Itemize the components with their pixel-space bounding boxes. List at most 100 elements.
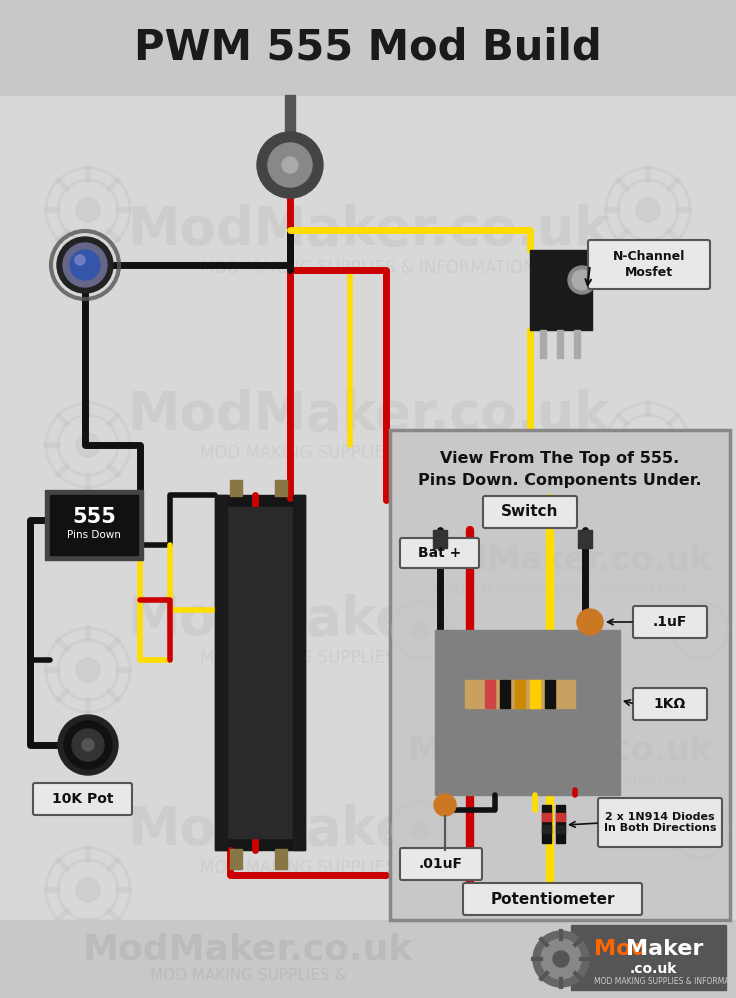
Circle shape [76, 878, 100, 902]
FancyBboxPatch shape [33, 783, 132, 815]
FancyBboxPatch shape [400, 848, 482, 880]
Circle shape [572, 270, 592, 290]
Bar [557, 330, 563, 358]
Text: Maker: Maker [626, 939, 704, 959]
Circle shape [76, 658, 100, 682]
FancyBboxPatch shape [483, 496, 577, 528]
Bar [230, 849, 242, 869]
Circle shape [577, 609, 603, 635]
Circle shape [70, 250, 100, 280]
Bar [275, 849, 287, 869]
Text: MOD MAKING SUPPLIES &: MOD MAKING SUPPLIES & [149, 968, 347, 983]
Circle shape [692, 622, 708, 638]
Circle shape [282, 157, 298, 173]
Text: .1uF: .1uF [653, 615, 687, 629]
Bar [571, 925, 726, 990]
Text: MOD MAKING SUPPLIES & INFORMATION: MOD MAKING SUPPLIES & INFORMATION [594, 976, 736, 985]
Bar [500, 680, 510, 708]
Bar [530, 680, 540, 708]
Bar [0, 920, 736, 998]
Bar [275, 480, 287, 496]
Circle shape [75, 255, 85, 265]
Circle shape [64, 721, 112, 769]
Bar [0, 0, 736, 95]
Text: 10K Pot: 10K Pot [52, 792, 113, 806]
Circle shape [268, 143, 312, 187]
Circle shape [82, 739, 94, 751]
Bar [285, 95, 295, 132]
FancyBboxPatch shape [633, 606, 707, 638]
Text: ModMaker.co.uk: ModMaker.co.uk [127, 389, 609, 441]
Bar [574, 330, 580, 358]
Bar [227, 507, 293, 838]
FancyBboxPatch shape [588, 240, 710, 289]
FancyBboxPatch shape [400, 538, 479, 568]
Circle shape [412, 822, 428, 838]
FancyBboxPatch shape [633, 688, 707, 720]
Text: MOD MAKING SUPPLIES & INFORMATION: MOD MAKING SUPPLIES & INFORMATION [200, 649, 536, 667]
Circle shape [63, 243, 107, 287]
Circle shape [76, 198, 100, 222]
Circle shape [76, 433, 100, 457]
Text: View From The Top of 555.: View From The Top of 555. [440, 450, 679, 465]
Text: ModMaker.co.uk: ModMaker.co.uk [408, 544, 712, 577]
Text: ModMaker.co.uk: ModMaker.co.uk [127, 204, 609, 256]
Circle shape [636, 658, 660, 682]
Text: Switch: Switch [501, 505, 559, 520]
Bar [556, 805, 565, 843]
Text: Mod: Mod [594, 939, 648, 959]
Circle shape [636, 433, 660, 457]
Text: .01uF: .01uF [419, 857, 463, 871]
Bar [515, 680, 525, 708]
Bar [556, 825, 565, 833]
Circle shape [692, 822, 708, 838]
Text: 1KΩ: 1KΩ [654, 697, 686, 711]
Circle shape [412, 622, 428, 638]
Bar [530, 250, 592, 330]
Circle shape [533, 931, 589, 987]
Bar [435, 630, 620, 795]
Bar [215, 495, 227, 850]
Text: .co.uk: .co.uk [630, 962, 677, 976]
Text: MOD MAKING SUPPLIES & INFORMATION: MOD MAKING SUPPLIES & INFORMATION [200, 444, 536, 462]
Circle shape [57, 237, 113, 293]
Bar [542, 805, 551, 843]
Text: ModMaker.co.uk: ModMaker.co.uk [83, 933, 413, 967]
Bar [433, 530, 447, 548]
Text: ModMaker.co.uk: ModMaker.co.uk [127, 594, 609, 646]
Text: 555: 555 [72, 507, 116, 527]
Text: N-Channel
Mosfet: N-Channel Mosfet [613, 250, 685, 278]
Bar [556, 813, 565, 821]
Text: ModMaker.co.uk: ModMaker.co.uk [408, 734, 712, 766]
Bar [293, 495, 305, 850]
Circle shape [568, 266, 596, 294]
FancyBboxPatch shape [463, 883, 642, 915]
Circle shape [434, 794, 456, 816]
Bar [390, 430, 730, 920]
Text: MOD MAKING SUPPLIES & INFORMATION: MOD MAKING SUPPLIES & INFORMATION [200, 859, 536, 877]
Text: Pins Down. Components Under.: Pins Down. Components Under. [418, 472, 702, 487]
Bar [45, 490, 143, 560]
Bar [578, 530, 592, 548]
Bar [545, 680, 555, 708]
Circle shape [553, 951, 569, 967]
Circle shape [636, 198, 660, 222]
Circle shape [58, 715, 118, 775]
Circle shape [541, 939, 581, 979]
Text: MOD MAKING SUPPLIES & INFORMATION: MOD MAKING SUPPLIES & INFORMATION [434, 584, 686, 597]
Circle shape [257, 132, 323, 198]
Bar [230, 480, 242, 496]
Bar [485, 680, 495, 708]
Bar [542, 813, 551, 821]
Bar [50, 495, 138, 555]
Bar [215, 495, 305, 850]
Text: Pins Down: Pins Down [67, 530, 121, 540]
Bar [390, 430, 730, 920]
FancyBboxPatch shape [598, 798, 722, 847]
Circle shape [72, 729, 104, 761]
Text: 2 x 1N914 Diodes
In Both Directions: 2 x 1N914 Diodes In Both Directions [604, 811, 716, 833]
Text: MOD MAKING SUPPLIES & INFORMATION: MOD MAKING SUPPLIES & INFORMATION [434, 773, 686, 786]
Bar [465, 680, 575, 708]
Bar [540, 330, 546, 358]
Text: PWM 555 Mod Build: PWM 555 Mod Build [134, 27, 602, 69]
